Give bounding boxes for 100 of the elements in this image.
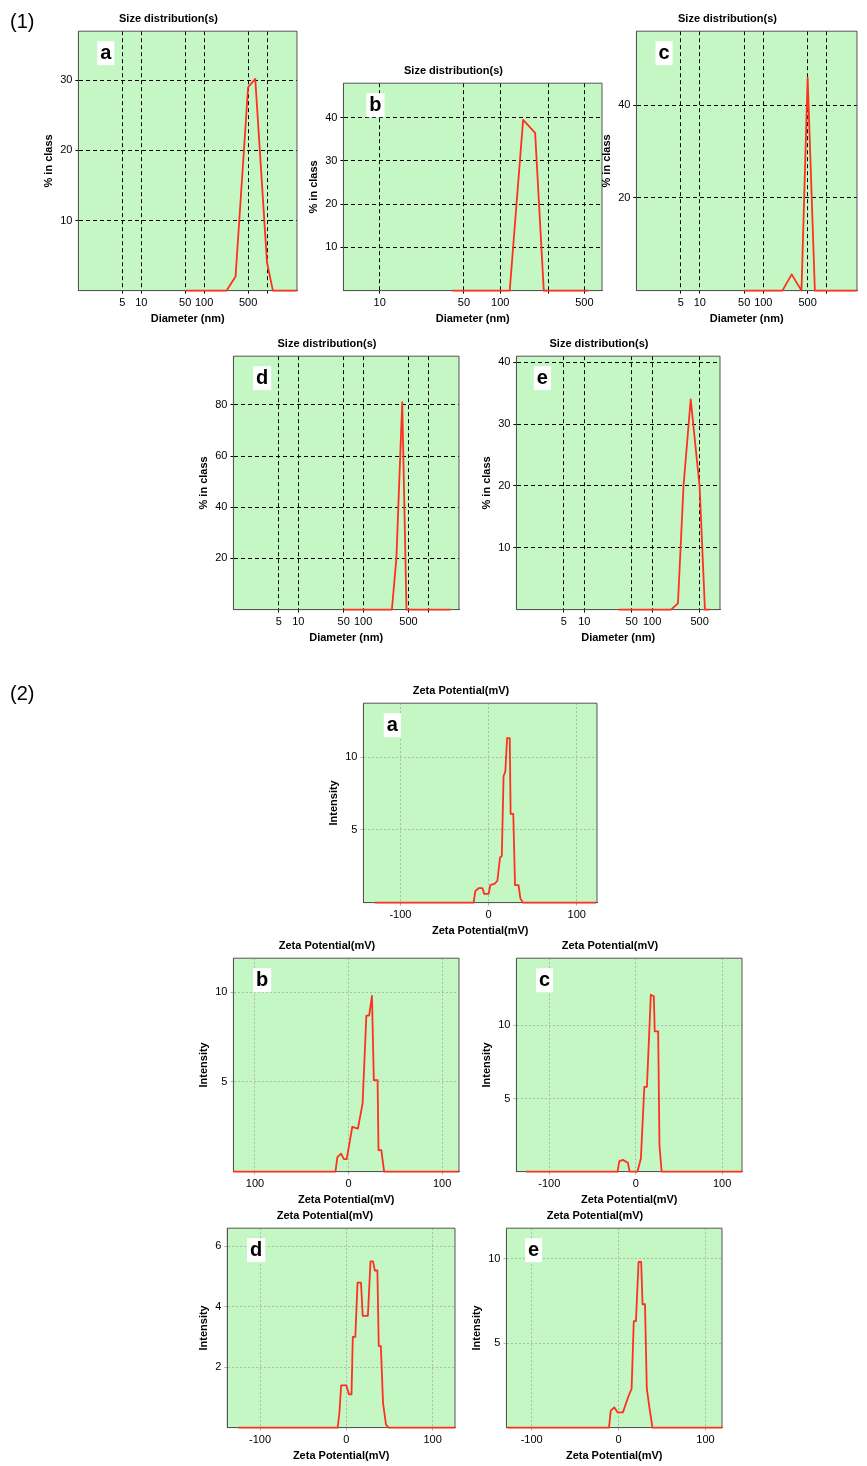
y-tick-label: 6	[215, 1239, 222, 1252]
y-tick-label: 5	[494, 1336, 501, 1349]
x-tick-label: 0	[343, 1433, 350, 1446]
x-tick-label: 10	[135, 296, 148, 309]
x-tick-label: 0	[615, 1433, 622, 1446]
x-tick-label: 500	[690, 615, 709, 628]
x-tick-label: 100	[491, 296, 510, 309]
x-axis-title: Diameter (nm)	[309, 631, 384, 644]
chart-title: Zeta Potential(mV)	[278, 938, 376, 951]
x-tick-label: 100	[194, 296, 214, 309]
chart-title: Size distribution(s)	[404, 63, 504, 76]
y-tick-label: 40	[325, 110, 338, 123]
x-tick-label: 5	[119, 296, 126, 309]
y-tick-label: 10	[498, 540, 511, 553]
text: (1)	[10, 10, 35, 33]
x-tick-label: 100	[712, 1177, 732, 1190]
x-tick-label: 5	[677, 296, 684, 309]
x-tick-label: -100	[389, 908, 412, 921]
x-tick-label: 500	[238, 296, 258, 309]
annotation: d	[255, 365, 269, 388]
annotation: c	[538, 967, 551, 990]
x-tick-label: 5	[275, 615, 282, 628]
y-tick-label: 60	[215, 449, 228, 462]
annotation: e	[536, 365, 548, 388]
x-axis-title: Zeta Potential(mV)	[580, 1193, 678, 1206]
x-axis-title: Zeta Potential(mV)	[292, 1449, 390, 1462]
x-tick-label: 10	[578, 615, 591, 628]
x-tick-label: 0	[485, 908, 492, 921]
y-axis-title: % in class	[41, 134, 54, 188]
y-tick-label: 5	[504, 1091, 511, 1104]
y-axis-title: Intensity	[196, 1041, 209, 1088]
annotation: b	[369, 92, 382, 115]
x-tick-label: 50	[457, 296, 471, 309]
y-tick-label: 20	[325, 197, 338, 210]
x-tick-label: 10	[693, 296, 706, 309]
chart-title: Zeta Potential(mV)	[561, 938, 659, 951]
y-axis-title: % in class	[599, 134, 612, 188]
y-tick-label: 20	[60, 143, 73, 156]
x-tick-label: 100	[642, 615, 662, 628]
x-tick-label: 50	[625, 615, 638, 628]
y-tick-label: 40	[618, 98, 631, 111]
x-tick-label: 50	[179, 296, 192, 309]
y-tick-label: 10	[60, 213, 73, 226]
annotation: a	[100, 40, 113, 63]
x-axis-title: Diameter (nm)	[709, 312, 785, 325]
x-axis-title: Diameter (nm)	[581, 631, 656, 644]
y-tick-label: 2	[215, 1360, 222, 1373]
x-tick-label: 50	[738, 296, 751, 309]
x-tick-label: 100	[567, 908, 586, 921]
x-axis-title: Zeta Potential(mV)	[431, 924, 529, 937]
x-tick-label: -100	[249, 1433, 272, 1446]
x-tick-label: 0	[632, 1177, 639, 1190]
x-tick-label: 10	[292, 615, 305, 628]
y-axis-title: % in class	[196, 456, 209, 510]
x-tick-label: 100	[354, 615, 373, 628]
y-tick-label: 10	[325, 240, 338, 253]
text: (2)	[10, 682, 35, 705]
chart-title: Size distribution(s)	[277, 336, 377, 349]
annotation: e	[527, 1237, 540, 1260]
y-axis-title: Intensity	[469, 1304, 482, 1351]
x-tick-label: 100	[696, 1433, 715, 1446]
y-tick-label: 10	[498, 1018, 511, 1031]
x-tick-label: 0	[345, 1177, 352, 1190]
y-tick-label: 30	[325, 154, 338, 167]
annotation: b	[255, 967, 269, 990]
y-tick-label: 20	[215, 551, 228, 564]
x-tick-label: 5	[560, 615, 567, 628]
chart-title: Zeta Potential(mV)	[412, 683, 510, 696]
y-tick-label: 40	[498, 355, 511, 368]
x-tick-label: 500	[399, 615, 418, 628]
y-tick-label: 20	[498, 479, 511, 492]
y-tick-label: 40	[215, 500, 228, 513]
y-tick-label: 30	[498, 417, 511, 430]
x-tick-label: -100	[538, 1177, 561, 1190]
x-axis-title: Diameter (nm)	[150, 312, 226, 325]
annotation: a	[386, 712, 399, 735]
y-axis-title: Intensity	[479, 1041, 492, 1088]
x-axis-title: Diameter (nm)	[435, 312, 511, 325]
x-tick-label: 10	[373, 296, 386, 309]
x-axis-title: Zeta Potential(mV)	[565, 1449, 663, 1462]
x-axis-title: Zeta Potential(mV)	[297, 1193, 395, 1206]
y-tick-label: 10	[215, 985, 228, 998]
x-tick-label: 100	[754, 296, 773, 309]
x-tick-label: 50	[337, 615, 350, 628]
y-tick-label: 80	[215, 397, 228, 410]
x-tick-label: 500	[575, 296, 594, 309]
y-tick-label: 4	[215, 1299, 222, 1312]
y-axis-title: % in class	[306, 160, 319, 214]
y-tick-label: 20	[618, 190, 631, 203]
x-tick-label: 100	[423, 1433, 442, 1446]
x-tick-label: -100	[520, 1433, 543, 1446]
chart-title: Size distribution(s)	[119, 11, 219, 24]
x-tick-label: 100	[245, 1177, 265, 1190]
chart-title: Zeta Potential(mV)	[276, 1208, 374, 1221]
annotation: c	[658, 40, 670, 63]
y-axis-title: Intensity	[196, 1304, 209, 1351]
chart-title: Size distribution(s)	[678, 11, 778, 24]
x-tick-label: 500	[798, 296, 817, 309]
y-tick-label: 5	[221, 1074, 228, 1087]
y-tick-label: 30	[60, 73, 73, 86]
